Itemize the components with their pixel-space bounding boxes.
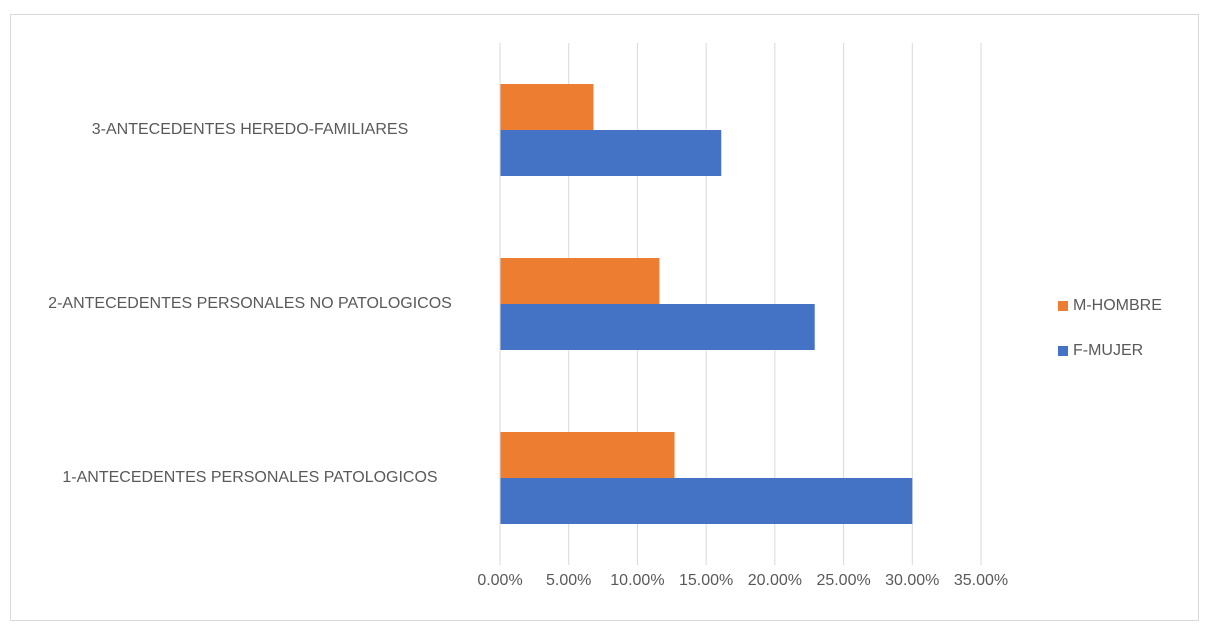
x-tick-label: 10.00% — [610, 572, 664, 589]
bar — [500, 130, 722, 176]
x-tick-label: 15.00% — [679, 572, 733, 589]
x-tick-label: 30.00% — [885, 572, 939, 589]
bar — [500, 84, 594, 130]
bar — [500, 304, 815, 350]
y-tick-label: 1-ANTECEDENTES PERSONALES PATOLOGICOS — [62, 469, 438, 486]
y-tick-label: 2-ANTECEDENTES PERSONALES NO PATOLOGICOS — [48, 295, 452, 312]
legend-swatch — [1058, 346, 1068, 356]
x-tick-label: 20.00% — [748, 572, 802, 589]
bar — [500, 478, 913, 524]
legend-label: M-HOMBRE — [1073, 297, 1162, 314]
x-tick-label: 25.00% — [816, 572, 870, 589]
y-tick-label: 3-ANTECEDENTES HEREDO-FAMILIARES — [91, 121, 409, 138]
legend-swatch — [1058, 301, 1068, 311]
legend-label: F-MUJER — [1073, 342, 1143, 359]
bar — [500, 258, 660, 304]
bar — [500, 432, 675, 478]
x-tick-label: 35.00% — [954, 572, 1008, 589]
x-tick-label: 0.00% — [477, 572, 522, 589]
x-tick-label: 5.00% — [546, 572, 591, 589]
